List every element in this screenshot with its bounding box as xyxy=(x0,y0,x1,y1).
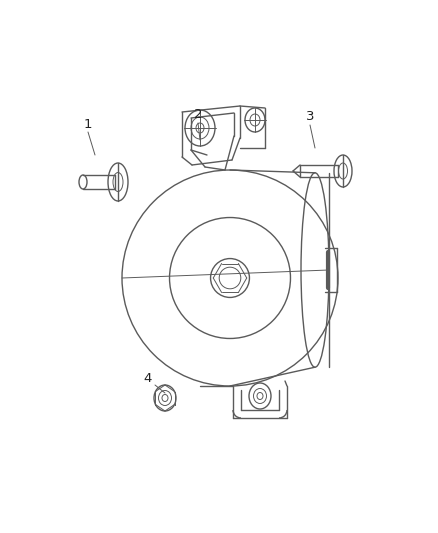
Text: 1: 1 xyxy=(84,118,92,132)
Text: 4: 4 xyxy=(144,372,152,384)
Text: 2: 2 xyxy=(194,109,202,122)
Text: 3: 3 xyxy=(306,110,314,124)
